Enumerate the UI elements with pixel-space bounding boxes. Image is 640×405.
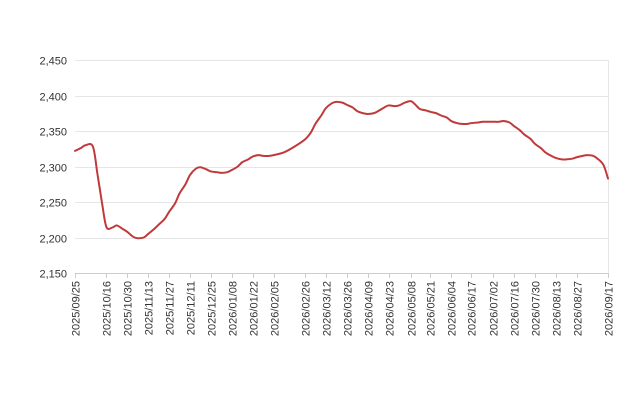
x-tick-label: 2025/12/11: [186, 281, 198, 335]
y-tick-label: 2,450: [39, 56, 67, 68]
x-tick-label: 2025/11/27: [165, 281, 177, 335]
x-tick-label: 2026/06/04: [447, 281, 459, 336]
y-tick-label: 2,150: [39, 269, 67, 281]
series-layer: [74, 100, 609, 240]
x-tick-label: 2025/12/25: [207, 281, 219, 336]
x-tick-label: 2026/07/02: [489, 281, 501, 336]
x-tick-label: 2026/03/12: [322, 281, 334, 336]
y-tick-labels: 2,150 2,200 2,250 2,300 2,350 2,400 2,450: [39, 56, 67, 281]
x-tick-label: 2026/05/08: [407, 281, 419, 336]
y-tick-label: 2,350: [39, 127, 67, 139]
x-tick-label: 2026/06/17: [467, 281, 479, 336]
x-tick-label: 2026/03/26: [343, 281, 355, 336]
x-tick-label: 2025/11/13: [144, 281, 156, 335]
x-tick-label: 2025/10/16: [102, 281, 114, 336]
x-tick-label: 2026/07/16: [510, 281, 522, 336]
x-tick-label: 2026/01/08: [228, 281, 240, 336]
x-tick-label: 2026/02/05: [270, 281, 282, 336]
x-tick-label: 2026/01/22: [249, 281, 261, 336]
x-tick-label: 2025/10/30: [123, 281, 135, 336]
x-tick-label: 2026/04/23: [385, 281, 397, 336]
axes: [75, 60, 609, 278]
y-tick-label: 2,300: [39, 163, 67, 175]
x-tick-label: 2026/02/26: [301, 281, 313, 336]
y-tick-label: 2,250: [39, 198, 67, 210]
y-tick-label: 2,400: [39, 92, 67, 104]
series-line: [74, 100, 609, 240]
x-tick-label: 2026/04/09: [364, 281, 376, 336]
x-tick-label: 2026/07/30: [531, 281, 543, 336]
x-tick-label: 2026/09/17: [604, 281, 616, 336]
gridlines: [75, 60, 608, 274]
x-tick-label: 2026/08/13: [552, 281, 564, 336]
y-tick-label: 2,200: [39, 234, 67, 246]
x-tick-label: 2026/05/21: [426, 281, 438, 336]
x-tick-label: 2025/09/25: [71, 281, 83, 336]
x-tick-label: 2026/08/27: [573, 281, 585, 336]
x-tick-labels: 2025/09/25 2025/10/16 2025/10/30 2025/11/13…: [71, 281, 616, 336]
